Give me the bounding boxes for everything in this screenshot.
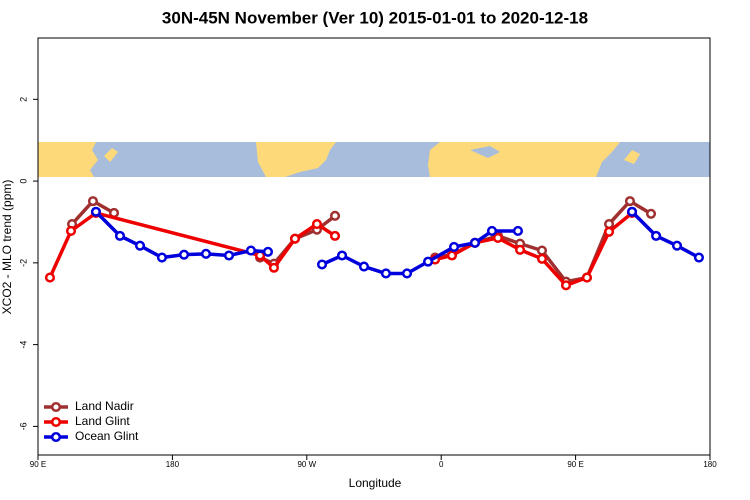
point [486,225,498,237]
point [645,208,657,219]
point [604,226,615,237]
point [512,225,524,237]
point [114,230,126,241]
legend-text: Land Glint [75,414,130,428]
point [401,268,413,279]
point [87,196,99,207]
point [581,272,592,283]
point [336,250,348,261]
point [200,248,212,259]
y-tick-label: 0 [18,179,28,184]
y-axis-label: XCO2 - MLO trend (ppm) [0,180,14,315]
point [651,230,662,241]
x-tick-label: 90 W [297,460,316,469]
point [134,240,146,251]
point [448,241,460,252]
legend-text: Land Nadir [75,399,134,413]
point [178,249,190,260]
point [358,261,370,272]
y-tick-label: -6 [18,422,28,430]
x-tick-label: 90 E [30,460,46,469]
point [626,206,638,217]
x-tick-label: 180 [166,460,180,469]
point [44,272,55,283]
point [311,218,323,230]
point [245,245,256,256]
point [329,230,341,241]
point [671,240,683,251]
point [90,206,101,217]
point [624,196,636,207]
legend-marker [50,401,62,413]
y-tick-label: 2 [18,97,28,102]
point [492,232,503,243]
x-tick-label: 90 E [567,460,583,469]
point [156,252,167,263]
point [604,218,615,230]
chart-title: 30N-45N November (Ver 10) 2015-01-01 to … [162,8,588,27]
point [268,262,279,273]
point [514,244,526,255]
point [329,210,341,221]
point [446,250,458,261]
point [536,253,548,264]
point [316,259,328,270]
point [423,256,434,267]
point [469,237,480,248]
map-band [38,142,710,177]
plot-frame [37,37,711,456]
point [262,246,274,257]
legend-marker [50,416,62,428]
point [65,225,77,237]
y-tick-label: -4 [18,341,28,349]
point [693,252,704,263]
x-axis-label: Longitude [349,476,402,490]
legend-marker [50,431,62,443]
point [289,233,301,244]
x-tick-label: 0 [439,460,444,469]
point [223,250,235,261]
point [380,268,391,279]
y-tick-label: -2 [18,259,28,267]
point [536,245,548,256]
legend-text: Ocean Glint [75,429,139,443]
point [560,280,572,291]
x-tick-label: 180 [703,460,717,469]
